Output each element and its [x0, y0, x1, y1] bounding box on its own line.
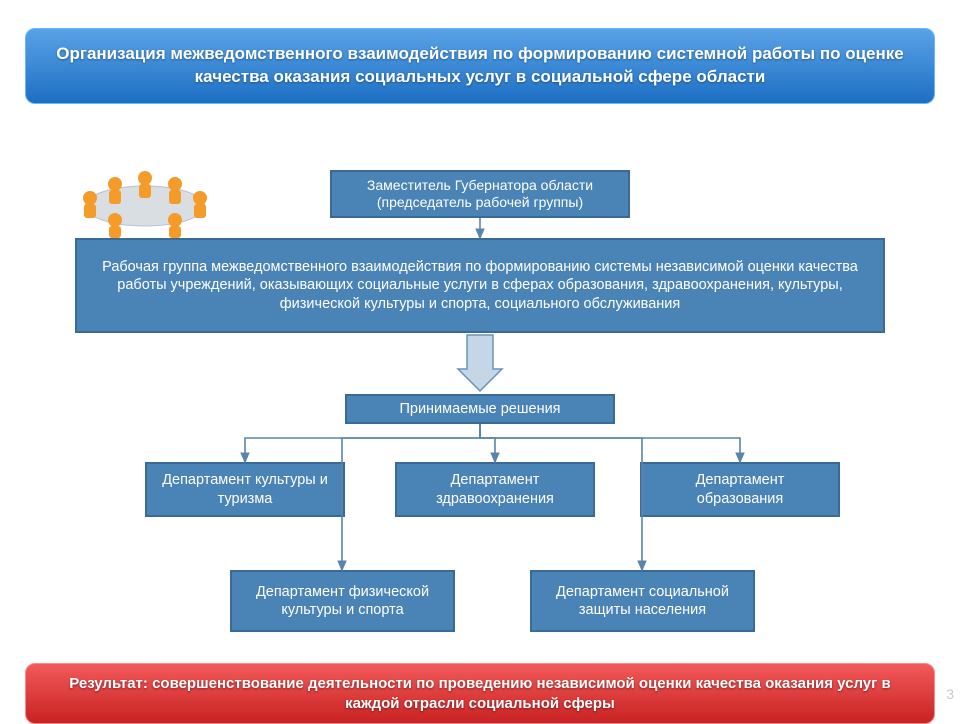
- result-banner: Результат: совершенствование деятельност…: [25, 663, 935, 724]
- box-dept_edu: Департамент образования: [640, 462, 840, 517]
- box-dept_social-label: Департамент социальной защиты населения: [542, 583, 743, 619]
- box-deputy: Заместитель Губернатора области (председ…: [330, 170, 630, 218]
- box-workgroup: Рабочая группа межведомственного взаимод…: [75, 238, 885, 333]
- title-text: Организация межведомственного взаимодейс…: [56, 44, 903, 86]
- box-workgroup-label: Рабочая группа межведомственного взаимод…: [87, 258, 873, 312]
- box-dept_edu-label: Департамент образования: [652, 471, 828, 507]
- connectors-layer: [0, 0, 960, 720]
- box-dept_sport-label: Департамент физической культуры и спорта: [242, 583, 443, 619]
- box-decisions: Принимаемые решения: [345, 394, 615, 424]
- box-dept_health-label: Департамент здравоохранения: [407, 471, 583, 507]
- box-decisions-label: Принимаемые решения: [399, 400, 560, 418]
- box-dept_health: Департамент здравоохранения: [395, 462, 595, 517]
- page-number: 3: [946, 686, 954, 702]
- meeting-icon: [60, 158, 230, 238]
- box-dept_culture-label: Департамент культуры и туризма: [157, 471, 333, 507]
- title-banner: Организация межведомственного взаимодейс…: [25, 28, 935, 104]
- box-dept_social: Департамент социальной защиты населения: [530, 570, 755, 632]
- result-text: Результат: совершенствование деятельност…: [69, 675, 891, 712]
- box-dept_culture: Департамент культуры и туризма: [145, 462, 345, 517]
- box-deputy-label: Заместитель Губернатора области (председ…: [342, 177, 618, 212]
- box-dept_sport: Департамент физической культуры и спорта: [230, 570, 455, 632]
